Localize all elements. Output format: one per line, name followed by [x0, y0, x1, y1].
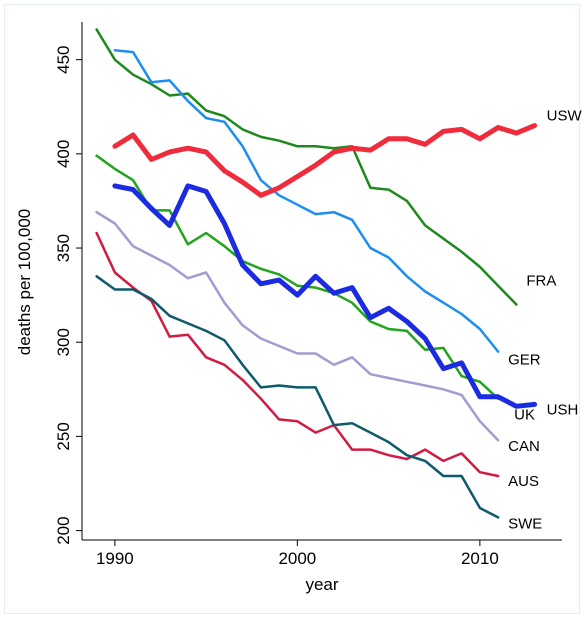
series-label-ush: USH: [547, 401, 579, 418]
series-line-aus: [95, 231, 500, 478]
series-line-can: [95, 210, 500, 442]
y-tick-label: 450: [54, 45, 73, 73]
y-tick-label: 300: [54, 328, 73, 356]
series-label-uk: UK: [514, 407, 535, 424]
series-line-swe: [95, 275, 500, 519]
x-tick-label: 2010: [461, 549, 499, 568]
series-labels: USW FRA GER USH UK CAN AUS SWE: [508, 108, 582, 533]
series-line-ger: [113, 49, 500, 353]
series-line-fra: [95, 28, 518, 306]
series-lines: [95, 28, 538, 519]
series-label-usw: USW: [547, 108, 583, 125]
series-label-swe: SWE: [508, 515, 542, 532]
y-axis-title: deaths per 100,000: [15, 209, 34, 356]
series-label-can: CAN: [508, 438, 540, 455]
x-tick-label: 2000: [278, 549, 316, 568]
y-tick-label: 200: [54, 516, 73, 544]
y-tick-label: 400: [54, 140, 73, 168]
series-line-usw: [112, 123, 538, 198]
x-axis-title: year: [305, 575, 338, 594]
axes: 200 250 300 350 400 450 1990 2000 2010: [54, 22, 562, 568]
y-tick-label: 350: [54, 234, 73, 262]
y-tick-label: 250: [54, 422, 73, 450]
series-line-ush: [112, 183, 538, 409]
series-label-aus: AUS: [508, 473, 539, 490]
x-tick-label: 1990: [96, 549, 134, 568]
chart-frame: [4, 4, 580, 614]
series-label-ger: GER: [508, 352, 541, 369]
series-label-fra: FRA: [526, 273, 556, 290]
